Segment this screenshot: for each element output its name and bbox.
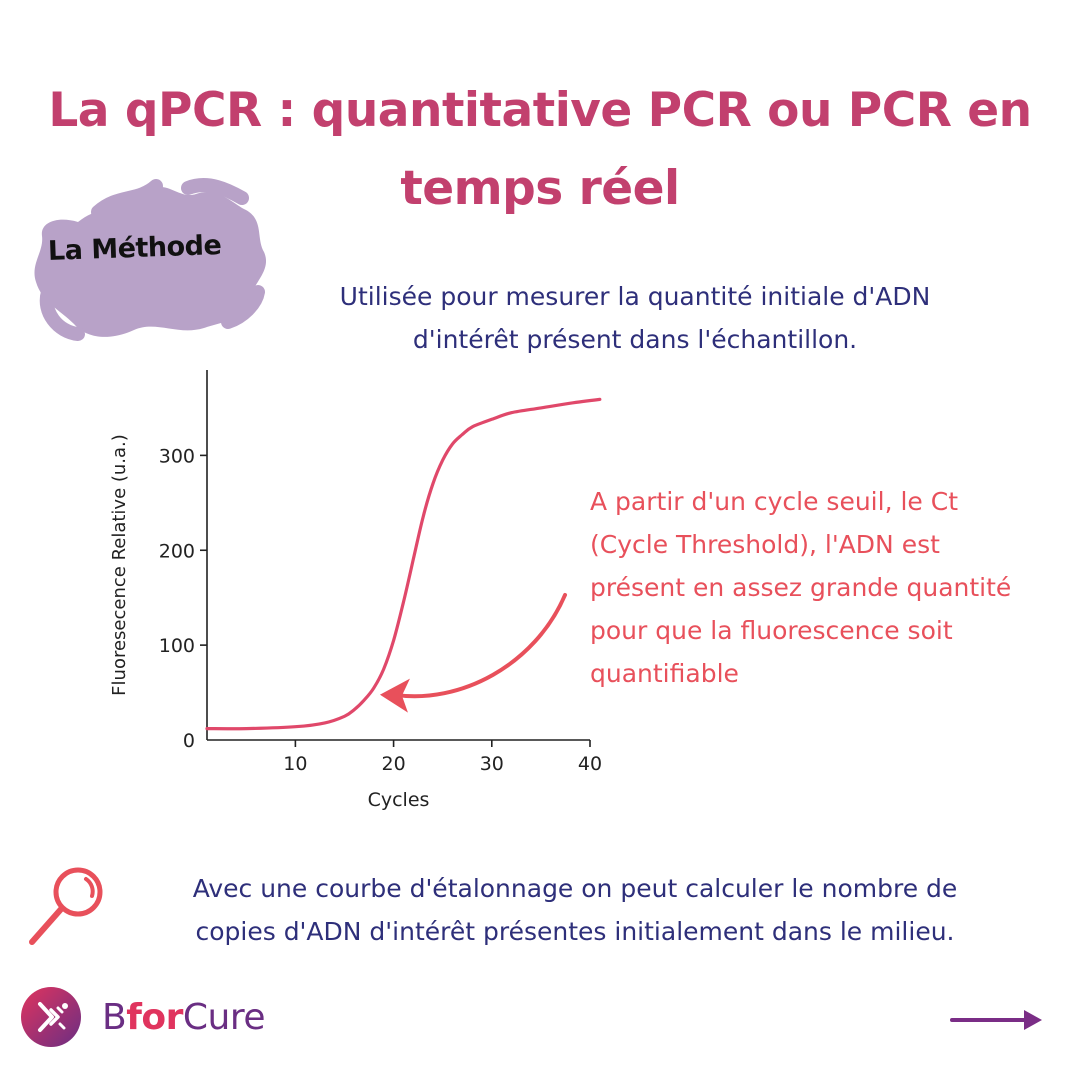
intro-line-2: d'intérêt présent dans l'échantillon. — [412, 325, 858, 354]
ct-pointer-arrow — [391, 593, 567, 699]
intro-line-1: Utilisée pour mesurer la quantité initia… — [339, 282, 931, 311]
annotation-line-3: présent en assez grande quantité — [590, 573, 1012, 602]
page-title: La qPCR : quantitative PCR ou PCR en tem… — [40, 72, 1040, 228]
footer-text: Avec une courbe d'étalonnage on peut cal… — [140, 867, 1010, 953]
annotation-line-5: quantifiable — [590, 659, 739, 688]
title-line-1: La qPCR : quantitative PCR ou PCR en — [48, 83, 1032, 138]
chart-series-line — [205, 397, 602, 731]
ct-pointer-arrow-head — [379, 678, 410, 713]
brand-part-for: for — [126, 997, 183, 1038]
footer-line-1: Avec une courbe d'étalonnage on peut cal… — [192, 874, 958, 903]
intro-text: Utilisée pour mesurer la quantité initia… — [290, 275, 980, 361]
chart-y-tick-label: 100 — [159, 635, 195, 657]
method-badge-blob — [34, 178, 267, 341]
qpcr-chart: 0 100 200 300 10 20 30 40 Cycles Fluoresecence… — [109, 370, 602, 811]
magnifier-icon — [29, 867, 103, 945]
title-line-2: temps réel — [400, 161, 680, 216]
annotation-line-2: (Cycle Threshold), l'ADN est — [590, 530, 940, 559]
chart-x-tick-label: 20 — [381, 753, 405, 775]
chart-y-tick-label: 300 — [159, 445, 195, 467]
method-badge-label: La Méthode — [47, 229, 222, 267]
chart-y-tick-label: 0 — [183, 730, 195, 752]
annotation-line-4: pour que la fluorescence soit — [590, 616, 953, 645]
chart-x-tick-label: 30 — [480, 753, 504, 775]
brand-part-cure: Cure — [182, 997, 266, 1038]
brand-name: BforCure — [102, 994, 265, 1042]
annotation-line-1: A partir d'un cycle seuil, le Ct — [590, 487, 958, 516]
ct-annotation: A partir d'un cycle seuil, le Ct (Cycle … — [590, 480, 1060, 695]
footer-line-2: copies d'ADN d'intérêt présentes initial… — [195, 917, 955, 946]
brand-part-b: B — [102, 997, 127, 1038]
arrow-right-icon[interactable] — [948, 1004, 1048, 1036]
chart-x-tick-label: 10 — [283, 753, 307, 775]
chart-y-label: Fluoresecence Relative (u.a.) — [109, 434, 130, 696]
chart-y-tick-label: 200 — [159, 540, 195, 562]
bforcure-logo-icon — [21, 987, 81, 1047]
chart-x-label: Cycles — [368, 789, 430, 811]
chart-x-tick-label: 40 — [578, 753, 602, 775]
